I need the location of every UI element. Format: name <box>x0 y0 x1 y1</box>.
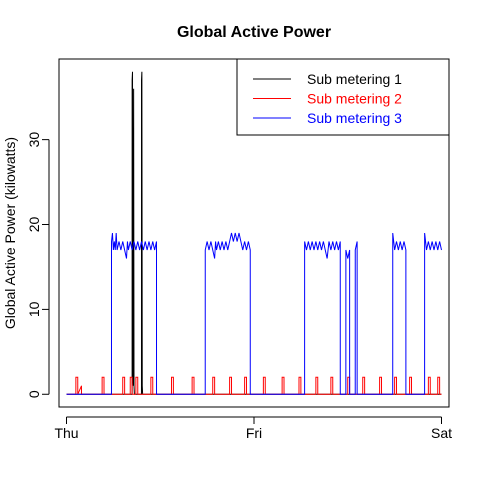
legend-label-2: Sub metering 2 <box>307 91 402 107</box>
series-line-2 <box>66 376 442 395</box>
axis-layer: 0 10 20 30 Thu Fri Sat <box>26 132 452 441</box>
y-tick-label: 0 <box>26 390 42 398</box>
y-tick-label: 10 <box>26 301 42 317</box>
x-tick-label: Sat <box>431 425 452 441</box>
y-tick-label: 30 <box>26 132 42 148</box>
series-layer <box>66 71 442 395</box>
legend-box <box>236 58 450 136</box>
x-tick-label: Thu <box>54 425 78 441</box>
legend-label-3: Sub metering 3 <box>307 110 402 126</box>
legend: Sub metering 1 Sub metering 2 Sub metering… <box>236 58 450 136</box>
series-line-1 <box>66 71 442 395</box>
x-tick-label: Fri <box>246 425 262 441</box>
series-line-3 <box>66 232 442 395</box>
legend-label-1: Sub metering 1 <box>307 71 402 87</box>
chart-title: Global Active Power <box>177 24 331 41</box>
y-tick-label: 20 <box>26 217 42 233</box>
y-axis-label: Global Active Power (kilowatts) <box>2 137 18 329</box>
